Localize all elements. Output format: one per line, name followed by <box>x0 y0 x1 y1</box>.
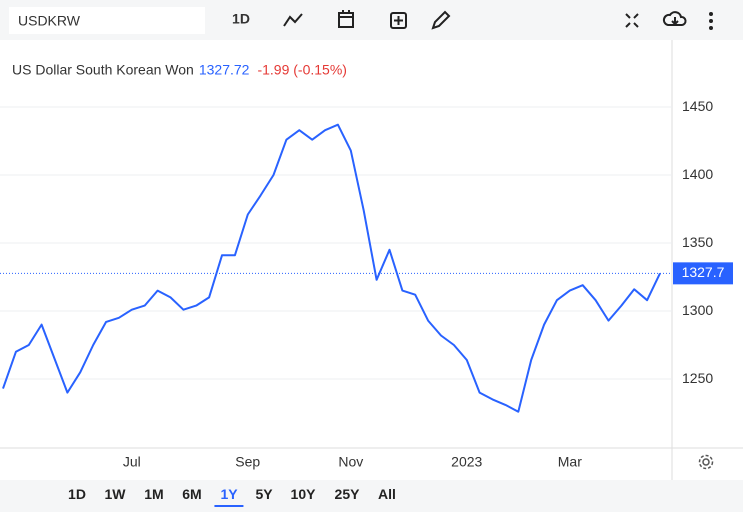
grid <box>0 106 672 380</box>
line-icon[interactable] <box>283 13 303 27</box>
price-line-series <box>2 123 661 413</box>
range-button[interactable]: 1Y <box>214 486 244 507</box>
symbol-box[interactable] <box>9 7 205 34</box>
add-icon[interactable] <box>390 12 407 29</box>
download-icon[interactable] <box>662 11 687 26</box>
range-button[interactable]: 6M <box>182 486 202 502</box>
last-price-box <box>673 262 733 285</box>
symbol[interactable]: USDKRW <box>18 13 81 29</box>
y-tick-label: 1450 <box>682 98 713 114</box>
fullscreen-icon[interactable] <box>625 13 639 28</box>
range-button[interactable]: 10Y <box>290 486 316 502</box>
range-button[interactable]: 1D <box>68 486 86 502</box>
y-tick-label: 1400 <box>682 166 713 182</box>
pencil-icon[interactable] <box>431 10 451 30</box>
y-tick-label: 1350 <box>682 234 713 250</box>
chart: USDKRW 1D US Dollar South Korean Won 132… <box>0 7 743 480</box>
range-button[interactable]: 25Y <box>334 486 360 502</box>
settings-icon[interactable] <box>698 454 714 470</box>
range-button[interactable]: 1W <box>104 486 126 502</box>
instrument-name: US Dollar South Korean Won <box>12 62 194 78</box>
interval[interactable]: 1D <box>232 11 250 27</box>
range-button[interactable]: All <box>378 486 396 502</box>
price-change: -1.99 (-0.15%) <box>257 62 346 78</box>
y-tick-label: 1300 <box>682 302 713 318</box>
x-tick-label: Jul <box>123 454 141 470</box>
range-bar: 1D 1W 1M 6M 1Y 5Y 10Y 25Y All <box>0 480 743 512</box>
calendar-icon[interactable] <box>338 10 354 28</box>
last-price: 1327.72 <box>199 62 250 78</box>
range-button[interactable]: 5Y <box>255 486 273 502</box>
x-tick-label: Sep <box>235 454 260 470</box>
x-tick-label: Nov <box>338 454 363 470</box>
range-button[interactable]: 1M <box>144 486 164 502</box>
x-tick-label: 2023 <box>451 454 482 470</box>
y-tick-label: 1250 <box>682 370 713 386</box>
x-tick-label: Mar <box>558 454 582 470</box>
menu-icon[interactable] <box>709 12 713 30</box>
last-price-label: 1327.7 <box>682 264 725 280</box>
